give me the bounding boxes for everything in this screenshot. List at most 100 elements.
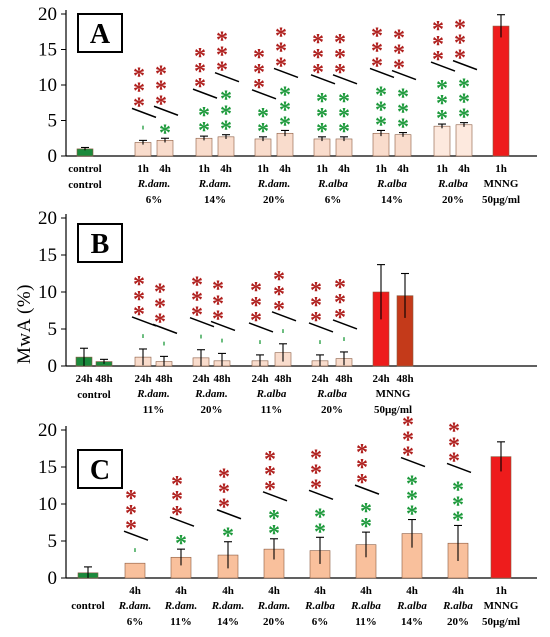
comparison-line [262, 491, 288, 502]
comparison-line [192, 88, 218, 99]
comparison-line [308, 322, 334, 333]
group-label: R.dam. [164, 600, 197, 612]
comparison-line [446, 462, 472, 474]
panel-label-box [77, 449, 123, 489]
x-tick-label: 4h [360, 585, 372, 597]
red-significance-mark: * [253, 60, 265, 86]
x-tick-label: 1h [375, 163, 387, 175]
red-significance-mark: * [212, 306, 224, 332]
red-significance-mark: * [273, 297, 285, 323]
red-significance-mark: * [371, 38, 383, 64]
green-significance-mark: * [458, 75, 470, 101]
green-significance-mark: * [397, 85, 409, 111]
group-label: R.dam. [118, 600, 151, 612]
group-sublabel: 6% [146, 194, 163, 206]
green-significance-mark: * [314, 519, 326, 545]
red-significance-mark: * [273, 267, 285, 293]
red-significance-mark: * [371, 53, 383, 79]
x-tick-label: 24h [192, 373, 209, 385]
group-sublabel: 20% [263, 194, 285, 206]
comparison-line [310, 74, 336, 85]
panel-label: B [91, 229, 110, 260]
x-tick-label: 1h [198, 163, 210, 175]
group-label: R.dam. [136, 388, 169, 400]
red-significance-mark: * [171, 472, 183, 498]
green-significance-mark: * [220, 87, 232, 113]
group-label: R.dam. [211, 600, 244, 612]
red-significance-mark: * [312, 45, 324, 71]
green-significance-mark: * [360, 514, 372, 540]
red-significance-mark: * [310, 278, 322, 304]
green-significance-mark: * [338, 104, 350, 130]
green-significance-mark: * [316, 119, 328, 145]
x-tick-label: 1h [316, 163, 328, 175]
red-significance-mark: * [155, 61, 167, 87]
green-significance-mark: * [375, 97, 387, 123]
red-significance-mark: * [133, 78, 145, 104]
green-significance-mark: * [397, 100, 409, 126]
red-significance-mark: * [448, 433, 460, 459]
x-tick-label: control [71, 600, 104, 612]
group-label: MNNG [484, 600, 519, 612]
red-significance-mark: * [125, 501, 137, 527]
group-label: R.alba [376, 178, 407, 190]
group-label: control [77, 389, 110, 401]
red-significance-mark: * [191, 273, 203, 299]
green-significance-mark: ˈ [197, 332, 205, 358]
red-significance-mark: * [253, 45, 265, 71]
green-significance-mark: * [220, 117, 232, 143]
group-label: R.alba [442, 600, 473, 612]
red-significance-mark: * [432, 47, 444, 73]
green-significance-mark: * [257, 104, 269, 130]
red-significance-mark: * [334, 30, 346, 56]
x-tick-label: 1h [495, 585, 507, 597]
y-tick-label: 15 [38, 245, 57, 266]
comparison-line [169, 516, 195, 527]
x-tick-label: 4h [175, 585, 187, 597]
comparison-line [452, 59, 478, 71]
red-significance-mark: * [432, 17, 444, 43]
x-tick-label: 48h [155, 373, 172, 385]
green-significance-mark: * [279, 112, 291, 138]
y-tick-label: 5 [48, 319, 58, 340]
panel-label: A [90, 19, 111, 50]
red-significance-mark: * [191, 288, 203, 314]
red-significance-mark: * [194, 44, 206, 70]
green-significance-mark: ˈ [218, 335, 226, 361]
green-significance-mark: * [406, 487, 418, 513]
red-significance-mark: * [216, 28, 228, 54]
green-significance-mark: * [257, 119, 269, 145]
group-label: control [68, 179, 101, 191]
group-label: R.dam. [194, 388, 227, 400]
y-tick-label: 10 [38, 75, 57, 96]
red-significance-mark: * [432, 32, 444, 58]
red-significance-mark: * [191, 303, 203, 329]
red-significance-mark: * [218, 480, 230, 506]
green-significance-mark: * [338, 119, 350, 145]
y-tick-label: 0 [48, 568, 58, 589]
comparison-line [391, 69, 417, 81]
x-tick-label: 1h [137, 163, 149, 175]
red-significance-mark: * [356, 470, 368, 496]
red-significance-mark: * [264, 477, 276, 503]
red-significance-mark: * [250, 293, 262, 319]
red-significance-mark: * [216, 43, 228, 69]
comparison-line [153, 105, 179, 116]
group-label: R.alba [437, 178, 468, 190]
red-significance-mark: * [454, 31, 466, 57]
red-significance-mark: * [310, 293, 322, 319]
comparison-line [332, 319, 358, 330]
x-tick-label: control [68, 163, 101, 175]
comparison-line [248, 322, 274, 333]
red-significance-mark: * [194, 74, 206, 100]
green-significance-mark: * [436, 76, 448, 102]
group-sublabel: 50µg/ml [482, 616, 520, 628]
comparison-line [271, 311, 297, 322]
comparison-line [210, 320, 236, 332]
x-tick-label: 1h [495, 163, 507, 175]
red-significance-mark: * [171, 487, 183, 513]
green-significance-mark: ˈ [160, 338, 168, 364]
red-significance-mark: * [310, 445, 322, 471]
group-label: R.alba [317, 178, 348, 190]
